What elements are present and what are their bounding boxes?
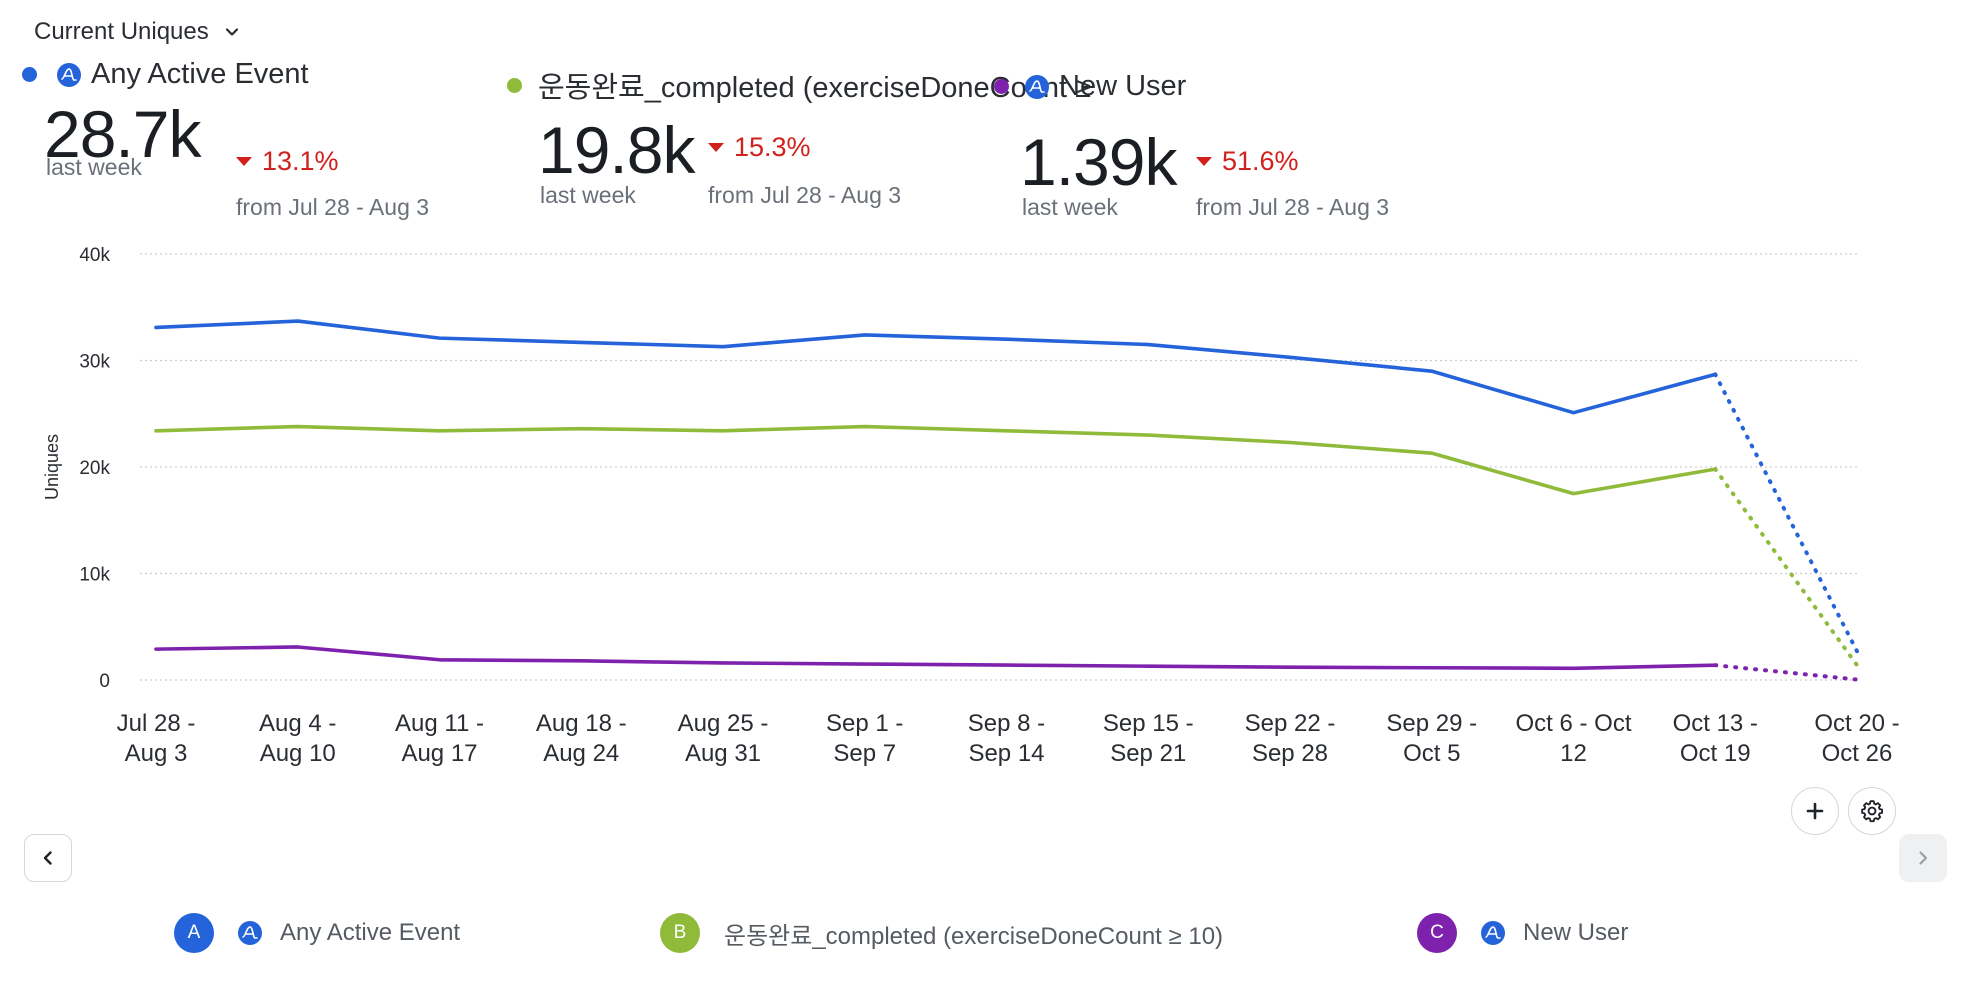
x-tick-label: Sep 1 -Sep 7: [826, 710, 903, 767]
series-b-period: last week: [540, 182, 636, 208]
series-b-compare: from Jul 28 - Aug 3: [708, 182, 902, 208]
series-a-value: 28.7k: [44, 97, 201, 171]
metric-dropdown[interactable]: Current Uniques: [34, 18, 241, 46]
y-tick-label: 20k: [79, 458, 110, 479]
amplitude-icon: [1481, 921, 1505, 945]
gear-icon: [1861, 800, 1883, 823]
series-b-value: 19.8k: [538, 113, 695, 187]
legend-item-c[interactable]: C New User: [1417, 913, 1628, 953]
series-a-dot: [22, 67, 37, 82]
amplitude-icon: [57, 62, 81, 87]
down-arrow-icon: [708, 143, 724, 152]
legend-item-b[interactable]: B 운동완료_completed (exerciseDoneCount ≥ 10…: [660, 913, 1223, 953]
previous-page-button[interactable]: [24, 834, 72, 882]
settings-button[interactable]: [1848, 787, 1896, 835]
series-line: [154, 424, 1718, 496]
y-tick-label: 0: [99, 671, 110, 692]
y-axis-label: Uniques: [42, 434, 62, 500]
chevron-down-icon: [225, 28, 238, 36]
series-c-delta: 51.6%: [1196, 146, 1299, 177]
series-b-delta-value: 15.3%: [734, 132, 811, 162]
down-arrow-icon: [236, 157, 252, 166]
series-c-period: last week: [1022, 194, 1118, 220]
legend-item-a[interactable]: A Any Active Event: [174, 913, 460, 953]
x-tick-label: Aug 25 -Aug 31: [678, 710, 769, 767]
chevron-left-icon: [43, 851, 52, 865]
series-a-delta-value: 13.1%: [262, 146, 339, 176]
x-tick-label: Aug 4 -Aug 10: [259, 710, 336, 767]
series-a-name: Any Active Event: [91, 58, 309, 90]
legend-badge-c: C: [1417, 913, 1457, 953]
series-line-incomplete: [1713, 663, 1859, 682]
plus-icon: [1806, 802, 1824, 820]
series-header-a[interactable]: Any Active Event: [22, 58, 309, 91]
add-button[interactable]: [1791, 787, 1839, 835]
series-header-c[interactable]: New User: [994, 70, 1186, 103]
series-c-name: New User: [1059, 70, 1187, 102]
amplitude-icon: [1025, 74, 1049, 99]
series-b-delta: 15.3%: [708, 132, 811, 163]
x-tick-label: Oct 13 -Oct 19: [1673, 710, 1758, 767]
y-tick-label: 10k: [79, 565, 110, 586]
series-a-period: last week: [46, 154, 142, 180]
legend-label-a: Any Active Event: [280, 919, 461, 946]
legend-badge-b: B: [660, 913, 700, 953]
down-arrow-icon: [1196, 157, 1212, 166]
series-a-compare: from Jul 28 - Aug 3: [236, 194, 430, 220]
series-c-compare: from Jul 28 - Aug 3: [1196, 194, 1390, 220]
series-line: [154, 645, 1718, 671]
legend-label-c: New User: [1523, 919, 1629, 946]
series-line-incomplete: [1713, 372, 1859, 654]
metric-dropdown-label: Current Uniques: [34, 18, 209, 45]
x-tick-label: Sep 15 -Sep 21: [1103, 710, 1194, 767]
x-tick-label: Aug 11 -Aug 17: [395, 710, 484, 767]
x-tick-label: Oct 20 -Oct 26: [1814, 710, 1899, 767]
x-tick-label: Jul 28 -Aug 3: [117, 710, 196, 767]
series-line: [154, 319, 1718, 415]
series-line-incomplete: [1713, 467, 1859, 668]
series-b-dot: [507, 77, 522, 93]
series-c-dot: [994, 79, 1009, 94]
series-c-value: 1.39k: [1020, 125, 1177, 199]
y-tick-label: 40k: [79, 245, 110, 266]
next-page-button[interactable]: [1899, 834, 1947, 882]
line-chart: 0 10k 20k 30k 40k Uniques Jul 28 -Aug 3 Aug 4 -…: [42, 245, 1900, 767]
x-tick-label: Aug 18 -Aug 24: [536, 710, 627, 767]
legend-badge-a: A: [174, 913, 214, 953]
x-tick-label: Sep 8 -Sep 14: [968, 710, 1045, 767]
x-tick-label: Oct 6 - Oct 12: [1515, 710, 1631, 767]
amplitude-icon: [238, 921, 262, 945]
x-tick-label: Sep 22 -Sep 28: [1245, 710, 1336, 767]
legend-label-b: 운동완료_completed (exerciseDoneCount ≥ 10): [724, 922, 1224, 950]
series-a-delta: 13.1%: [236, 146, 339, 177]
series-c-delta-value: 51.6%: [1222, 146, 1299, 176]
chevron-right-icon: [1919, 851, 1928, 865]
y-tick-label: 30k: [79, 352, 110, 373]
x-tick-label: Sep 29 -Oct 5: [1386, 710, 1477, 767]
